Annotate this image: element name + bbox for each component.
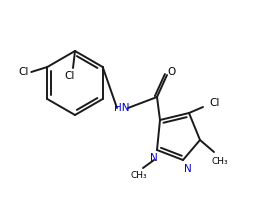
Text: O: O xyxy=(168,67,176,77)
Text: Cl: Cl xyxy=(65,71,75,81)
Text: CH₃: CH₃ xyxy=(131,170,147,179)
Text: HN: HN xyxy=(114,103,130,113)
Text: N: N xyxy=(184,164,192,174)
Text: Cl: Cl xyxy=(210,98,220,108)
Text: N: N xyxy=(150,153,158,163)
Text: Cl: Cl xyxy=(18,67,29,77)
Text: CH₃: CH₃ xyxy=(212,157,228,165)
